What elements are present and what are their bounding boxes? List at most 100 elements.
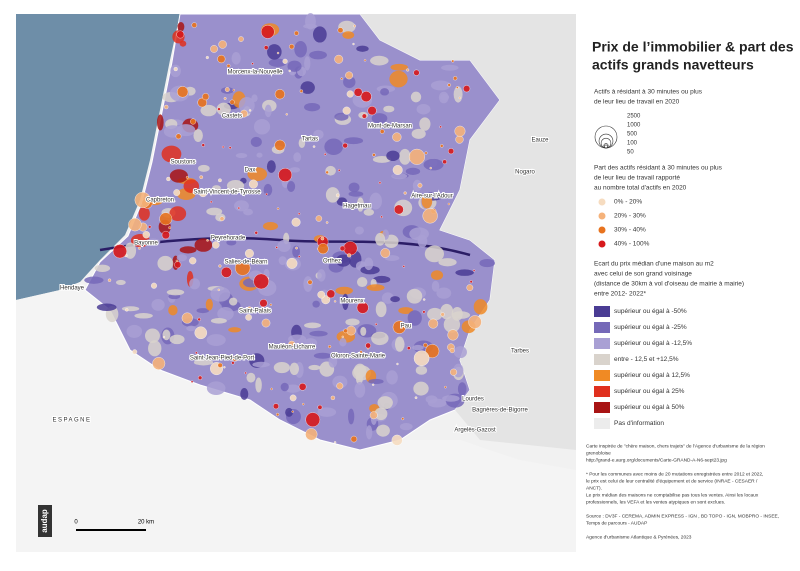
municipality — [286, 180, 296, 192]
municipality — [169, 169, 188, 183]
place-label: Oloron-Sainte-Marie — [331, 354, 386, 360]
commuter-dot — [194, 326, 208, 340]
note: le prix est celui de leur centralité d'é… — [586, 478, 758, 484]
municipality — [360, 326, 367, 336]
municipality — [375, 301, 387, 318]
municipality — [347, 408, 355, 425]
share-label: 40% - 100% — [614, 241, 650, 248]
municipality — [356, 197, 364, 212]
commuter-dot — [234, 260, 251, 276]
commuter-dot — [359, 350, 363, 354]
municipality — [177, 21, 185, 32]
legend-heading: au nombre total d'actifs en 2020 — [594, 185, 687, 192]
commuter-dot — [263, 45, 269, 50]
commuter-dot — [125, 308, 129, 312]
municipality — [363, 208, 375, 216]
municipality — [371, 331, 389, 346]
commuter-dot — [356, 301, 369, 314]
commuter-dot — [173, 189, 181, 196]
municipality — [391, 173, 408, 180]
commuter-dot — [174, 261, 182, 269]
commuter-dot — [273, 403, 279, 410]
commuter-dot — [391, 434, 403, 446]
municipality — [246, 372, 256, 383]
commuter-dot — [137, 246, 141, 250]
share-swatch — [598, 198, 606, 206]
size-label: 500 — [627, 132, 638, 138]
share-swatch — [598, 226, 606, 234]
commuter-dot — [341, 335, 344, 339]
ocean — [16, 14, 180, 300]
municipality — [94, 264, 111, 272]
commuter-dot — [276, 51, 280, 55]
commuter-dot — [237, 206, 241, 210]
commuter-dot — [289, 43, 295, 50]
commuter-dot — [422, 298, 426, 301]
municipality — [365, 425, 373, 440]
commuter-dot — [406, 346, 411, 350]
municipality — [300, 81, 315, 94]
commuter-dot — [440, 144, 444, 148]
municipality — [304, 56, 311, 71]
place-label: Soustons — [170, 160, 195, 166]
municipality — [198, 164, 210, 172]
commuter-dot — [469, 280, 473, 284]
commuter-dot — [217, 362, 223, 368]
scale-start: 0 — [74, 520, 78, 526]
municipality — [212, 185, 221, 191]
commuter-dot — [337, 27, 344, 34]
commuter-dot — [393, 204, 404, 215]
commuter-dot — [286, 257, 298, 269]
municipality — [356, 276, 368, 288]
commuter-dot — [339, 245, 346, 252]
commuter-dot — [472, 269, 476, 272]
municipality — [189, 278, 201, 290]
municipality — [313, 129, 324, 140]
municipality — [406, 288, 423, 304]
municipality — [312, 26, 327, 43]
commuter-dot — [260, 25, 275, 39]
municipality — [348, 191, 364, 197]
commuter-dot — [185, 175, 189, 179]
note: ANCT). — [586, 485, 602, 491]
municipality — [313, 352, 332, 359]
municipality — [412, 179, 422, 192]
commuter-dot — [175, 133, 182, 140]
commuter-dot — [325, 170, 329, 174]
commuter-dot — [112, 244, 127, 259]
commuter-dots — [107, 22, 482, 446]
commuter-dot — [302, 402, 305, 406]
commuter-dot — [379, 129, 385, 134]
price-label: entre - 12,5 et +12,5% — [614, 356, 679, 363]
municipality — [410, 91, 422, 103]
commuter-dot — [285, 113, 288, 116]
size-label: 2500 — [627, 114, 641, 120]
municipality — [380, 88, 390, 96]
commuter-dot — [218, 40, 227, 49]
municipality — [328, 355, 338, 368]
commuter-dot — [450, 368, 458, 376]
commuter-dot — [217, 288, 221, 292]
commuter-dot — [451, 59, 455, 63]
municipality — [336, 197, 348, 206]
commuter-dot — [229, 99, 235, 105]
municipality — [430, 270, 444, 281]
commuter-dot — [360, 91, 372, 103]
commuter-dot — [223, 366, 226, 369]
municipality — [453, 346, 467, 359]
commuter-dot — [380, 215, 383, 219]
municipality — [423, 158, 444, 171]
municipality — [369, 192, 382, 210]
commuter-dot — [317, 290, 326, 299]
commuter-dot — [378, 181, 382, 185]
commuter-dot — [413, 350, 430, 367]
commuter-dot — [162, 335, 166, 339]
commuter-dot — [205, 55, 209, 60]
place-label: Eauze — [531, 138, 549, 144]
commuter-dot — [258, 309, 263, 314]
commuter-dot — [190, 118, 197, 125]
legend-heading: Part des actifs résidant à 30 minutes ou… — [594, 165, 723, 172]
commuter-dot — [406, 68, 410, 72]
municipality — [247, 167, 268, 182]
